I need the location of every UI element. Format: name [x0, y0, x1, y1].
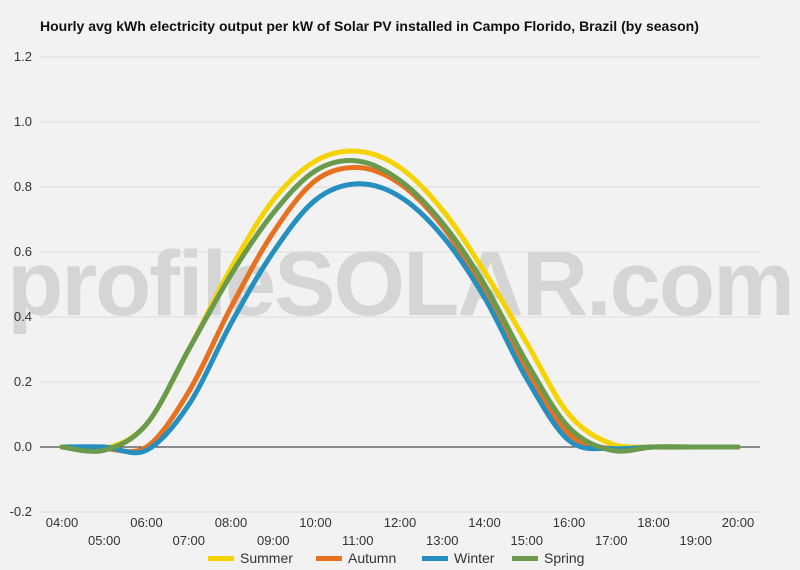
legend-item-summer: Summer	[208, 548, 293, 568]
y-tick-label: 1.0	[14, 114, 32, 129]
x-tick-label: 13:00	[426, 533, 459, 548]
series-lines	[59, 148, 741, 456]
legend: Summer Autumn Winter Spring	[0, 548, 800, 568]
x-tick-label: 11:00	[342, 533, 374, 548]
line-chart: 1.2 1.0 0.8 0.6 0.4 0.2 0.0 -0.2 04:00 05:00 06:0…	[10, 49, 760, 548]
x-tick-label: 18:00	[637, 515, 670, 530]
legend-swatch	[208, 555, 234, 561]
grid-lines	[40, 56, 760, 513]
x-tick-label: 17:00	[595, 533, 628, 548]
legend-item-spring: Spring	[512, 548, 584, 568]
x-tick-label: 10:00	[299, 515, 332, 530]
legend-label: Spring	[544, 550, 585, 566]
y-tick-label: -0.2	[10, 504, 32, 519]
x-tick-label: 15:00	[510, 533, 543, 548]
x-tick-label: 06:00	[130, 515, 163, 530]
series-line-autumn	[59, 164, 741, 455]
x-tick-label: 16:00	[553, 515, 586, 530]
y-tick-label: 0.4	[14, 309, 32, 324]
series-line-winter	[59, 181, 741, 456]
x-tick-label: 08:00	[215, 515, 248, 530]
x-tick-label: 09:00	[257, 533, 290, 548]
series-line-spring	[59, 158, 741, 454]
y-tick-label: 0.0	[14, 439, 32, 454]
legend-item-autumn: Autumn	[316, 548, 396, 568]
x-tick-label: 14:00	[468, 515, 501, 530]
x-axis-tick-labels: 04:00 05:00 06:00 07:00 08:00 09:00 10:00 11:00…	[46, 515, 755, 548]
y-axis-tick-labels: 1.2 1.0 0.8 0.6 0.4 0.2 0.0 -0.2	[10, 49, 32, 519]
y-tick-label: 0.8	[14, 179, 32, 194]
x-tick-label: 04:00	[46, 515, 79, 530]
legend-label: Winter	[454, 550, 495, 566]
legend-swatch	[512, 555, 538, 561]
y-tick-label: 0.2	[14, 374, 32, 389]
legend-swatch	[422, 555, 448, 561]
y-tick-label: 1.2	[14, 49, 32, 64]
x-tick-label: 12:00	[384, 515, 417, 530]
legend-label: Autumn	[348, 550, 397, 566]
x-tick-label: 19:00	[679, 533, 712, 548]
legend-item-winter: Winter	[422, 548, 494, 568]
chart-title: Hourly avg kWh electricity output per kW…	[40, 18, 699, 34]
legend-swatch	[316, 555, 342, 561]
y-tick-label: 0.6	[14, 244, 32, 259]
x-tick-label: 05:00	[88, 533, 121, 548]
x-tick-label: 20:00	[722, 515, 755, 530]
x-tick-label: 07:00	[172, 533, 205, 548]
legend-label: Summer	[240, 550, 293, 566]
